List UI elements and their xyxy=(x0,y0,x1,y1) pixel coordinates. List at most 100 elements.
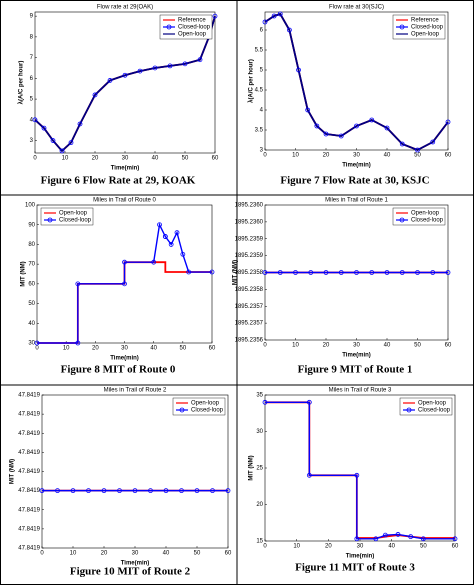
legend-marker xyxy=(399,217,405,223)
legend-marker xyxy=(406,407,412,413)
y-tick-label: 1895.2358 xyxy=(235,270,264,276)
legend-label: Reference xyxy=(411,18,439,24)
x-tick-label: 50 xyxy=(179,346,186,352)
y-tick-label: 5 xyxy=(30,97,34,103)
series-marker xyxy=(75,281,81,287)
y-tick-label: 6 xyxy=(260,28,264,34)
y-axis-label: MIT (NM) xyxy=(21,261,27,286)
x-tick-label: 50 xyxy=(182,156,189,162)
figure-caption: Figure 9 MIT of Route 1 xyxy=(298,364,413,376)
y-tick-label: 1895.2360 xyxy=(235,203,264,209)
y-tick-label: 60 xyxy=(28,281,35,287)
series-marker xyxy=(271,13,277,19)
y-tick-label: 1895.2357 xyxy=(235,321,264,327)
figure-caption: Figure 7 Flow Rate at 30, KSJC xyxy=(280,175,429,187)
y-tick-label: 30 xyxy=(256,429,263,435)
series-marker xyxy=(399,141,405,147)
series-line xyxy=(37,222,212,344)
series-marker xyxy=(132,488,138,494)
legend-marker xyxy=(179,407,185,413)
series-marker xyxy=(86,488,91,494)
y-tick-label: 47.8419 xyxy=(18,469,40,475)
x-tick-label: 20 xyxy=(92,346,99,352)
series-line xyxy=(34,15,216,153)
series-marker xyxy=(152,65,158,71)
y-tick-label: 5.5 xyxy=(255,48,264,54)
series-marker xyxy=(293,270,298,275)
y-tick-label: 4.5 xyxy=(255,88,264,94)
series-marker xyxy=(262,270,268,275)
series-marker xyxy=(70,488,76,494)
y-axis-label: λ(A/C per hour) xyxy=(19,61,25,105)
series-marker xyxy=(55,488,60,494)
chart-title: Flow rate at 29(OAK) xyxy=(97,5,153,11)
series-marker xyxy=(210,488,215,494)
chart: Miles in Trail of Route 3 Time(min) MIT (N… xyxy=(249,388,459,574)
series-marker xyxy=(277,270,283,275)
series-marker xyxy=(148,488,153,494)
figure-caption: Figure 10 MIT of Route 2 xyxy=(70,566,191,578)
x-tick-label: 10 xyxy=(63,346,70,352)
figure-caption: Figure 6 Flow Rate at 29, KOAK xyxy=(41,175,196,187)
legend-label: Closed-loop xyxy=(59,218,92,224)
y-tick-label: 1895.2356 xyxy=(235,338,264,344)
legend-marker xyxy=(47,217,53,223)
y-tick-label: 70 xyxy=(28,262,35,268)
x-axis-label: Time(min) xyxy=(121,561,150,567)
series-marker xyxy=(101,488,107,494)
legend-marker xyxy=(399,24,405,30)
y-axis-label: MIT (NM) xyxy=(233,260,239,285)
x-tick-label: 60 xyxy=(225,551,232,557)
series-marker xyxy=(107,78,113,83)
series-marker xyxy=(399,270,405,275)
series-marker xyxy=(382,532,388,538)
chart-title: Miles in Trail of Route 1 xyxy=(325,198,388,204)
x-tick-label: 60 xyxy=(445,153,452,159)
legend-label: Closed-loop xyxy=(178,25,211,31)
figure-caption: Figure 11 MIT of Route 3 xyxy=(295,562,415,574)
plot-area xyxy=(264,394,456,542)
x-tick-label: 0 xyxy=(40,551,44,557)
y-tick-label: 40 xyxy=(28,321,35,327)
series-marker xyxy=(117,488,122,494)
series-marker xyxy=(445,119,451,125)
series-marker xyxy=(430,270,436,275)
series-line xyxy=(264,12,449,151)
y-tick-label: 47.8419 xyxy=(18,546,40,552)
chart-title: Miles in Trail of Route 2 xyxy=(104,388,167,394)
legend-marker xyxy=(166,24,172,30)
y-tick-label: 1895.2359 xyxy=(235,236,264,242)
series-marker xyxy=(354,270,359,275)
legend-label: Open-loop xyxy=(411,32,440,38)
legend-label: Closed-loop xyxy=(191,408,224,414)
legend-label: Reference xyxy=(178,18,206,24)
series-marker xyxy=(151,259,157,265)
series-marker xyxy=(92,92,98,98)
series-marker xyxy=(308,270,314,275)
series-marker xyxy=(167,63,173,69)
series-marker xyxy=(384,125,390,131)
x-tick-label: 30 xyxy=(353,153,360,159)
x-tick-label: 20 xyxy=(325,544,332,550)
y-axis-label: MIT (NM) xyxy=(10,459,16,484)
legend-box xyxy=(392,207,446,226)
series-marker xyxy=(420,536,426,542)
series-marker xyxy=(168,242,174,247)
legend-label: Open-loop xyxy=(59,211,88,217)
y-tick-label: 3 xyxy=(260,148,264,154)
y-tick-label: 90 xyxy=(28,222,35,228)
x-axis-label: Time(min) xyxy=(110,356,139,362)
x-axis-label: Time(min) xyxy=(346,554,375,560)
legend-label: Open-loop xyxy=(418,401,447,407)
series-marker xyxy=(415,270,420,275)
y-tick-label: 1895.2358 xyxy=(235,287,264,293)
y-tick-label: 15 xyxy=(256,539,263,545)
x-tick-label: 50 xyxy=(420,544,427,550)
x-tick-label: 40 xyxy=(384,343,391,349)
series-marker xyxy=(162,234,168,239)
y-tick-label: 3.5 xyxy=(255,128,264,134)
x-tick-label: 0 xyxy=(33,156,37,162)
series-marker xyxy=(182,61,188,67)
series-marker xyxy=(395,532,401,537)
series-marker xyxy=(122,259,127,265)
